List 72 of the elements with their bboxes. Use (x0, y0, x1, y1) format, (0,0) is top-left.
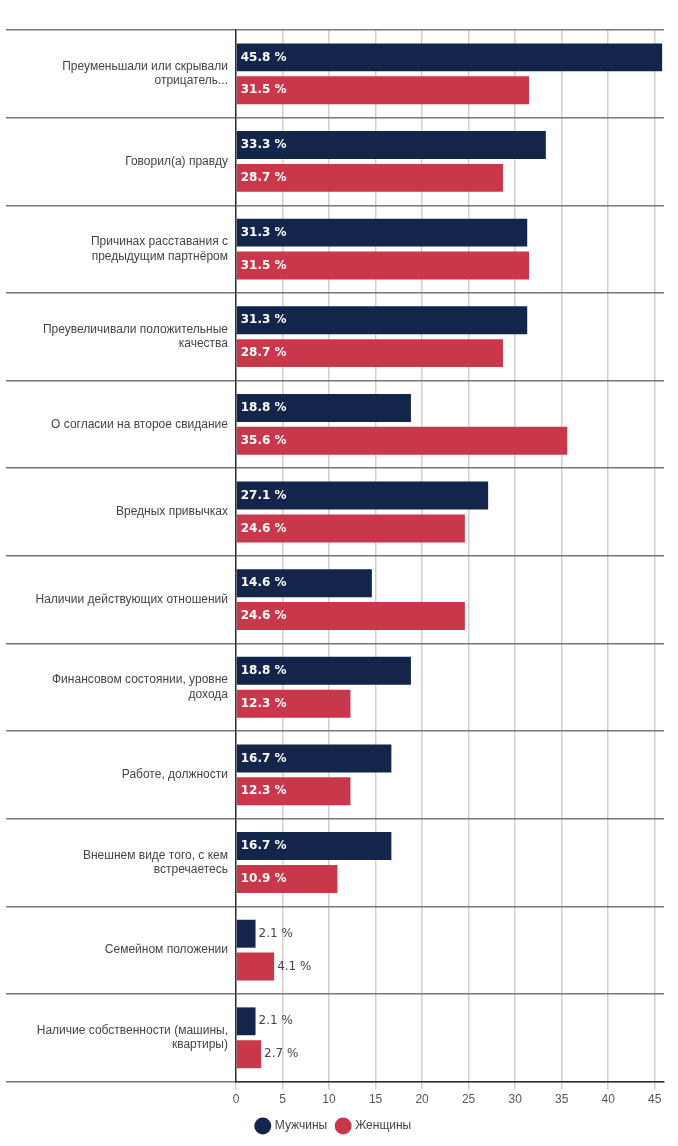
data-label: 31.5 % (240, 82, 287, 97)
x-tick-label: 45 (648, 1092, 662, 1107)
data-label: 31.3 % (240, 312, 287, 327)
y-tick-label: Финансовом состоянии, уровне дохода (52, 672, 229, 701)
bar (236, 76, 530, 105)
data-label: 31.5 % (240, 257, 287, 272)
bar (236, 514, 465, 543)
bar (236, 1040, 262, 1069)
bar (236, 656, 411, 685)
x-tick-label: 10 (322, 1092, 337, 1107)
y-tick-label: Работе, должности (121, 767, 228, 782)
data-label: 18.8 % (240, 400, 287, 415)
data-label: 14.6 % (240, 575, 287, 590)
bar (236, 426, 568, 455)
x-tick-label: 35 (554, 1092, 569, 1107)
data-label: 16.7 % (240, 838, 287, 853)
y-tick-label: Преувеличивали положительные качества (42, 321, 229, 351)
data-label: 18.8 % (240, 662, 287, 677)
data-label: 35.6 % (240, 432, 287, 447)
y-tick-label: Внешнем виде того, с кем встречаетесь (82, 847, 228, 877)
bar (236, 339, 504, 368)
bar (236, 919, 256, 948)
data-label: 28.7 % (240, 170, 287, 185)
bar (236, 1007, 256, 1036)
bar (236, 689, 351, 718)
bar (236, 163, 504, 192)
y-tick-label: Вредных привычках (116, 504, 228, 519)
data-label: 2.7 % (264, 1046, 299, 1061)
bar (236, 744, 392, 773)
data-label: 24.6 % (240, 520, 287, 535)
legend-label: Женщины (355, 1118, 412, 1133)
bar (236, 306, 528, 335)
x-tick-label: 30 (508, 1092, 523, 1107)
x-tick-label: 25 (461, 1092, 476, 1107)
data-label: 12.3 % (240, 783, 287, 798)
bar (236, 218, 528, 247)
x-tick-label: 5 (279, 1092, 287, 1107)
data-label: 45.8 % (240, 49, 287, 64)
bar (236, 602, 465, 631)
y-tick-label: Наличие собственности (машины, квартиры) (36, 1022, 228, 1052)
y-tick-label: Говорил(а) правду (125, 153, 228, 168)
x-tick-label: 0 (232, 1092, 240, 1107)
bar (236, 952, 275, 981)
data-label: 10.9 % (240, 871, 287, 886)
data-label: 27.1 % (240, 487, 287, 502)
y-tick-label: Семейном положении (104, 942, 228, 957)
bar (236, 43, 663, 72)
x-tick-label: 20 (415, 1092, 430, 1107)
y-tick-label: О согласии на второе свидание (51, 416, 229, 431)
data-label: 2.1 % (258, 925, 293, 940)
data-label: 31.3 % (240, 224, 287, 239)
bar (236, 251, 530, 280)
legend-label: Мужчины (274, 1118, 328, 1133)
data-label: 28.7 % (240, 345, 287, 360)
bar (236, 777, 351, 806)
bar (236, 569, 372, 598)
bar (236, 832, 392, 861)
x-tick-label: 15 (368, 1092, 383, 1107)
bar (236, 481, 489, 510)
data-label: 24.6 % (240, 608, 287, 623)
data-label: 2.1 % (258, 1013, 293, 1028)
data-label: 4.1 % (277, 958, 312, 973)
bar (236, 131, 546, 159)
y-tick-label: Преуменьшали или скрывали отрицатель... (62, 58, 228, 88)
data-label: 12.3 % (240, 695, 287, 710)
x-tick-label: 40 (601, 1092, 616, 1107)
y-tick-label: Причинах расставания с предыдущим партнёром (90, 234, 228, 263)
data-label: 33.3 % (240, 137, 287, 152)
bar (236, 864, 338, 893)
data-label: 16.7 % (240, 750, 287, 765)
y-tick-label: Наличии действующих отношений (35, 591, 228, 606)
bar (236, 393, 411, 422)
